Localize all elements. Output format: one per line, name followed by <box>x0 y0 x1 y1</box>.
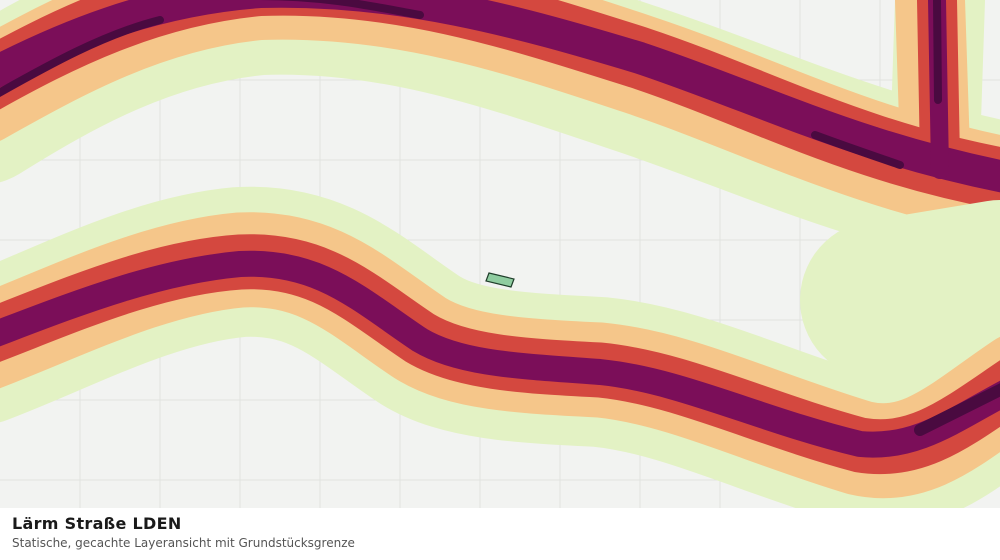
layer-subtitle: Statische, gecachte Layeransicht mit Gru… <box>12 536 355 550</box>
parcel-boundary[interactable] <box>485 272 515 288</box>
noise-map[interactable] <box>0 0 1000 508</box>
layer-title: Lärm Straße LDEN <box>12 514 182 533</box>
noise-road-top <box>0 0 1000 273</box>
noise-road-bottom <box>0 186 1000 508</box>
caption: Lärm Straße LDEN Statische, gecachte Lay… <box>0 508 1000 560</box>
